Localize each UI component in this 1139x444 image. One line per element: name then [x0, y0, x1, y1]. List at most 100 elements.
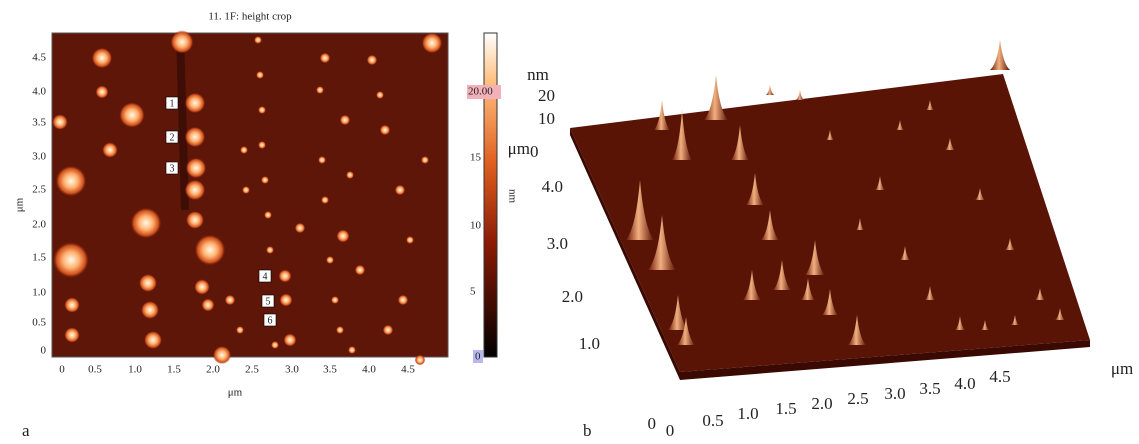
- blob: [422, 33, 443, 54]
- blob: [337, 230, 350, 243]
- x-tick-label: 0.5: [88, 364, 102, 376]
- x-axis-unit: μm: [1111, 359, 1133, 378]
- peak: [766, 85, 774, 95]
- y-tick-label: 0: [41, 345, 47, 357]
- blob: [92, 48, 113, 69]
- blob: [264, 211, 272, 219]
- y-tick-label: 2.5: [32, 184, 46, 196]
- y-tick-label: 1.0: [32, 287, 46, 299]
- blob: [53, 242, 89, 278]
- z-tick-label: 10: [538, 109, 555, 128]
- panel-label: b: [583, 421, 592, 440]
- blob: [398, 295, 408, 305]
- x-tick-label: 3.0: [884, 384, 905, 403]
- blob: [421, 156, 429, 164]
- z-axis-unit: nm: [527, 65, 549, 84]
- blob: [236, 326, 244, 334]
- colorbar-marker: 0: [475, 351, 481, 363]
- blob: [185, 127, 206, 148]
- blob: [225, 295, 235, 305]
- x-tick-label: 0: [59, 364, 65, 376]
- marker-label: 6: [268, 315, 273, 326]
- blob: [271, 341, 279, 349]
- blob: [64, 327, 80, 343]
- x-tick-label: 3.5: [919, 379, 940, 398]
- marker-label: 2: [170, 132, 175, 143]
- y-tick-label: 0: [648, 414, 657, 433]
- blob: [415, 355, 425, 365]
- marker-label: 5: [266, 296, 271, 307]
- blob: [64, 297, 80, 313]
- blob: [280, 294, 293, 307]
- blob: [55, 165, 86, 196]
- blob: [340, 115, 350, 125]
- x-tick-label: 1.0: [128, 364, 142, 376]
- blob: [186, 158, 207, 179]
- x-tick-label: 2.0: [811, 394, 832, 413]
- y-tick-label: 1.5: [32, 252, 46, 264]
- blob: [376, 91, 384, 99]
- blob: [316, 86, 324, 94]
- blob: [141, 301, 159, 319]
- blob: [380, 125, 390, 135]
- height-map: [52, 33, 448, 357]
- x-tick-label: 1.0: [737, 404, 758, 423]
- blob: [367, 55, 377, 65]
- colorbar-marker: 20.00: [468, 86, 493, 98]
- marker-label: 3: [170, 163, 175, 174]
- x-tick-label: 3.0: [285, 364, 299, 376]
- blob: [185, 93, 206, 114]
- blob: [213, 346, 231, 364]
- y-axis-label: μm: [14, 197, 26, 212]
- blob: [186, 211, 204, 229]
- blob: [256, 71, 264, 79]
- blob: [279, 270, 292, 283]
- blob: [240, 146, 248, 154]
- blob: [130, 207, 161, 238]
- blob: [202, 299, 215, 312]
- colorbar-tick-label: 5: [470, 286, 476, 298]
- y-tick-label: 4.0: [542, 177, 563, 196]
- marker-label: 4: [263, 271, 268, 282]
- blob: [258, 106, 266, 114]
- blob: [406, 236, 414, 244]
- x-tick-label: 2.0: [206, 364, 220, 376]
- colorbar: [484, 33, 497, 357]
- blob: [383, 325, 393, 335]
- peak: [990, 40, 1010, 70]
- y-tick-label: 4.5: [32, 52, 46, 64]
- z-tick-label: 20: [538, 86, 555, 105]
- x-tick-label: 0.5: [702, 411, 723, 430]
- y-tick-label: 0.5: [32, 317, 46, 329]
- x-tick-label: 4.0: [362, 364, 376, 376]
- x-tick-label: 1.5: [167, 364, 181, 376]
- x-tick-label: 4.5: [401, 364, 415, 376]
- x-tick-label: 2.5: [847, 389, 868, 408]
- blob: [395, 185, 405, 195]
- blob: [266, 246, 274, 254]
- blob: [336, 326, 344, 334]
- blob: [318, 156, 326, 164]
- y-tick-label: 3.5: [32, 117, 46, 129]
- scan-line: [180, 33, 185, 210]
- blob: [331, 296, 339, 304]
- y-tick-label: 1.0: [579, 334, 600, 353]
- blob: [242, 186, 250, 194]
- blob: [52, 114, 68, 130]
- blob: [170, 30, 193, 53]
- peak: [796, 90, 804, 100]
- y-tick-label: 4.0: [32, 86, 46, 98]
- y-tick-label: 2.0: [562, 287, 583, 306]
- panel-title: 11. 1F: height crop: [208, 11, 292, 23]
- x-tick-label: 1.5: [775, 399, 796, 418]
- figure: 11. 1F: height crop μm μm 20.00 0 nm a b…: [0, 0, 1139, 444]
- blob: [321, 196, 329, 204]
- blob: [261, 176, 269, 184]
- blob: [119, 102, 145, 128]
- colorbar-label: nm: [506, 189, 518, 204]
- blob: [295, 223, 305, 233]
- blob: [355, 265, 365, 275]
- blob: [139, 274, 157, 292]
- blob: [320, 53, 330, 63]
- blob: [194, 279, 210, 295]
